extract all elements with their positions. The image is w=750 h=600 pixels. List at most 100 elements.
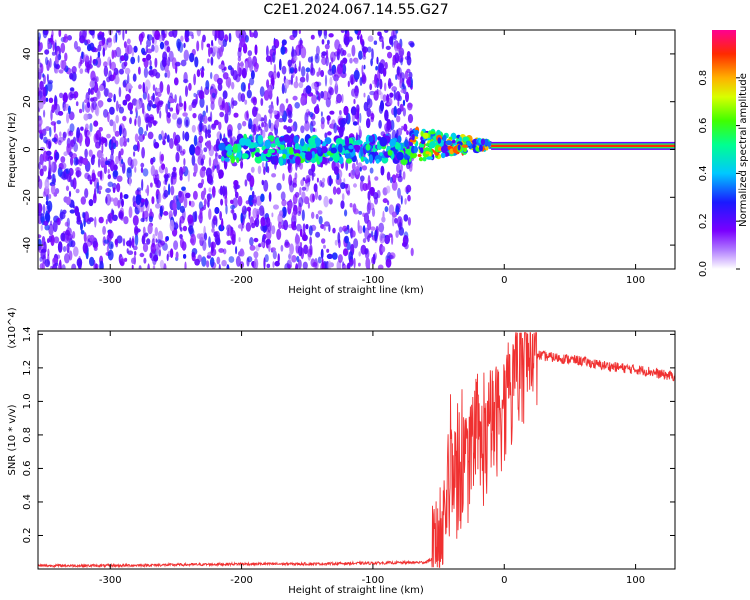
noise-cell bbox=[64, 221, 69, 227]
noise-cell bbox=[251, 199, 257, 204]
noise-cell bbox=[266, 263, 271, 268]
noise-cell bbox=[347, 80, 350, 88]
noise-cell bbox=[76, 215, 81, 223]
noise-cell bbox=[207, 116, 212, 122]
noise-cell bbox=[188, 200, 192, 206]
noise-cell bbox=[293, 81, 299, 89]
noise-cell bbox=[109, 159, 115, 172]
noise-cell bbox=[308, 168, 314, 176]
noise-cell bbox=[349, 74, 356, 85]
noise-cell bbox=[142, 133, 145, 140]
band-cell bbox=[365, 143, 371, 151]
noise-cell bbox=[163, 211, 169, 216]
noise-cell bbox=[316, 177, 319, 183]
noise-cell bbox=[321, 258, 324, 269]
transition-cell bbox=[436, 129, 441, 137]
noise-cell bbox=[278, 118, 284, 123]
noise-cell bbox=[212, 30, 216, 37]
noise-cell bbox=[119, 192, 123, 200]
noise-cell bbox=[311, 211, 315, 219]
noise-cell bbox=[203, 198, 207, 207]
noise-cell bbox=[40, 42, 43, 51]
noise-cell bbox=[194, 146, 201, 156]
snr-y-ticks: 0.2 0.4 0.6 0.8 1.0 1.2 1.4 bbox=[22, 326, 675, 543]
noise-cell bbox=[121, 158, 124, 165]
noise-cell bbox=[182, 148, 186, 155]
noise-cell bbox=[281, 65, 287, 75]
noise-cell bbox=[111, 49, 115, 60]
noise-cell bbox=[58, 30, 62, 38]
noise-cell bbox=[352, 121, 358, 126]
noise-cell bbox=[115, 100, 119, 112]
noise-cell bbox=[279, 105, 284, 117]
noise-cell bbox=[166, 117, 171, 124]
noise-cell bbox=[84, 211, 90, 223]
noise-cell bbox=[211, 39, 214, 47]
noise-cell bbox=[370, 230, 374, 238]
noise-cell bbox=[247, 256, 253, 263]
noise-cell bbox=[322, 177, 326, 183]
noise-cell bbox=[386, 119, 392, 131]
noise-cell bbox=[164, 132, 167, 140]
noise-cell bbox=[324, 74, 328, 87]
noise-cell bbox=[323, 244, 326, 249]
noise-cell bbox=[222, 185, 226, 197]
noise-cell bbox=[244, 179, 248, 187]
noise-cell bbox=[124, 257, 128, 262]
noise-cell bbox=[43, 109, 46, 118]
noise-cell bbox=[145, 217, 148, 222]
noise-cell bbox=[329, 110, 335, 115]
noise-cell bbox=[328, 224, 331, 233]
noise-cell bbox=[83, 232, 87, 243]
noise-cell bbox=[138, 126, 144, 136]
noise-cell bbox=[76, 257, 83, 268]
band-cell bbox=[295, 156, 301, 165]
noise-cell bbox=[329, 178, 334, 185]
noise-cell bbox=[148, 100, 153, 107]
noise-cell bbox=[154, 57, 158, 68]
noise-cell bbox=[53, 236, 60, 244]
noise-cell bbox=[60, 42, 66, 54]
noise-cell bbox=[45, 200, 49, 206]
noise-cell bbox=[344, 30, 348, 34]
noise-cell bbox=[240, 160, 244, 169]
y-tick-label: 1.2 bbox=[22, 360, 33, 376]
noise-cell bbox=[363, 101, 369, 112]
noise-cell bbox=[230, 209, 235, 214]
colorbar-tick-label: 0.8 bbox=[698, 70, 709, 86]
noise-cell bbox=[174, 77, 179, 86]
noise-cell bbox=[155, 238, 158, 243]
noise-cell bbox=[333, 68, 337, 77]
noise-cell bbox=[395, 173, 398, 178]
transition-cell bbox=[442, 134, 447, 142]
noise-cell bbox=[343, 105, 349, 116]
noise-cell bbox=[230, 204, 236, 210]
noise-cell bbox=[192, 113, 197, 119]
noise-cell bbox=[107, 213, 112, 222]
noise-cell bbox=[319, 180, 323, 187]
noise-cell bbox=[363, 92, 366, 98]
noise-cell bbox=[132, 215, 139, 226]
noise-cell bbox=[324, 221, 330, 227]
noise-cell bbox=[377, 31, 382, 36]
noise-cell bbox=[112, 121, 117, 133]
noise-cell bbox=[255, 208, 261, 215]
noise-cell bbox=[258, 205, 265, 217]
noise-cell bbox=[354, 30, 359, 34]
noise-cell bbox=[183, 196, 188, 209]
noise-cell bbox=[203, 115, 208, 124]
band-cell bbox=[321, 146, 328, 154]
noise-cell bbox=[140, 217, 145, 223]
noise-cell bbox=[97, 157, 101, 168]
noise-cell bbox=[210, 56, 214, 66]
band-cell bbox=[254, 155, 263, 164]
noise-cell bbox=[273, 204, 279, 210]
noise-cell bbox=[62, 92, 68, 103]
noise-cell bbox=[384, 61, 388, 70]
noise-cell bbox=[271, 212, 274, 218]
band-cell bbox=[318, 147, 322, 154]
noise-cell bbox=[401, 125, 404, 131]
noise-cell bbox=[395, 91, 401, 101]
noise-cell bbox=[274, 119, 280, 129]
noise-cell bbox=[373, 192, 379, 200]
